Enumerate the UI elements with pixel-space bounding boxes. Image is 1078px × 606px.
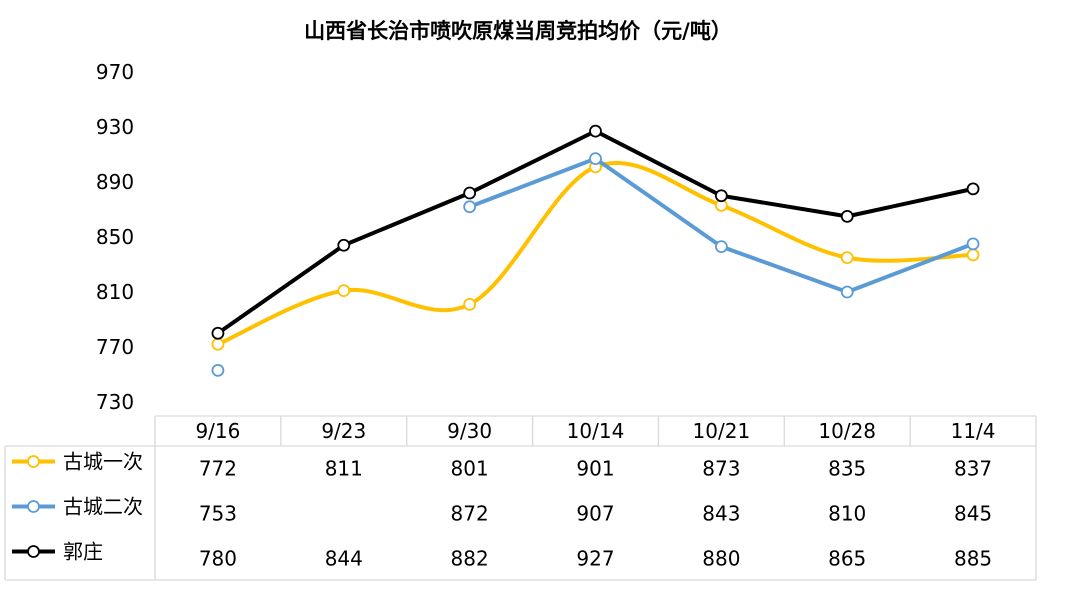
data-table-cell: 801 [451,457,489,481]
y-axis: 970 930 890 850 810 770 730 [96,60,134,414]
data-table-cell: 844 [325,547,363,571]
data-table-cell: 865 [828,547,866,571]
data-table-cell: 880 [702,547,740,571]
data-point [211,363,225,377]
y-tick-label: 890 [96,170,134,194]
series-3 [211,124,980,340]
data-point [463,200,477,214]
legend-label: 古城二次 [63,495,143,519]
x-tick-label: 9/30 [447,419,492,443]
y-tick-label: 850 [96,225,134,249]
x-tick-label: 9/16 [195,419,240,443]
y-tick-label: 770 [96,335,134,359]
legend-label: 古城一次 [63,450,143,474]
data-point [463,186,477,200]
data-point [966,237,980,251]
data-point [211,337,225,351]
legend-marker [27,545,40,558]
legend-key [12,500,55,513]
legend-key [12,545,55,558]
data-table-cell: 927 [576,547,614,571]
legend-label: 郭庄 [63,540,103,564]
chart-title: 山西省长治市喷吹原煤当周竞拍均价（元/吨） [304,19,732,43]
data-point [337,238,351,252]
data-point [714,189,728,203]
data-table-cell: 885 [954,547,992,571]
data-table-cell: 780 [199,547,237,571]
data-point [714,240,728,254]
data-point [966,248,980,262]
data-table-cell: 873 [702,457,740,481]
data-table-cell: 901 [576,457,614,481]
x-tick-label: 10/14 [567,419,625,443]
data-table-cell: 811 [325,457,363,481]
data-point [211,326,225,340]
series-2 [211,152,980,377]
data-table-cell: 843 [702,502,740,526]
data-point [463,297,477,311]
data-table-cell: 810 [828,502,866,526]
data-table-cell: 753 [199,502,237,526]
y-tick-label: 810 [96,280,134,304]
data-table-cell: 872 [451,502,489,526]
data-point [337,284,351,298]
data-point [840,251,854,265]
y-tick-label: 970 [96,60,134,84]
data-table-grid [4,415,1037,581]
data-point [840,209,854,223]
x-tick-label: 10/28 [818,419,876,443]
legend-key [12,455,55,468]
x-axis: 9/16 9/23 9/30 10/14 10/21 10/28 11/4 [195,419,995,443]
data-table: 古城一次 772 811 801 901 873 835 837 古城二次 753 872 907 84… [12,450,992,571]
data-point [966,182,980,196]
data-point [589,124,602,138]
x-tick-label: 9/23 [321,419,366,443]
data-table-cell: 845 [954,502,992,526]
series-line [467,156,976,294]
series-group [211,124,980,377]
data-point [589,152,602,166]
data-point [840,285,854,299]
y-tick-label: 930 [96,115,134,139]
data-table-cell: 907 [576,502,614,526]
data-table-cell: 835 [828,457,866,481]
legend-marker [27,500,40,513]
data-table-cell: 772 [199,457,237,481]
x-tick-label: 10/21 [693,419,751,443]
data-table-cell: 882 [451,547,489,571]
x-tick-label: 11/4 [951,419,996,443]
y-tick-label: 730 [96,390,134,414]
legend-marker [27,455,40,468]
data-table-cell: 837 [954,457,992,481]
